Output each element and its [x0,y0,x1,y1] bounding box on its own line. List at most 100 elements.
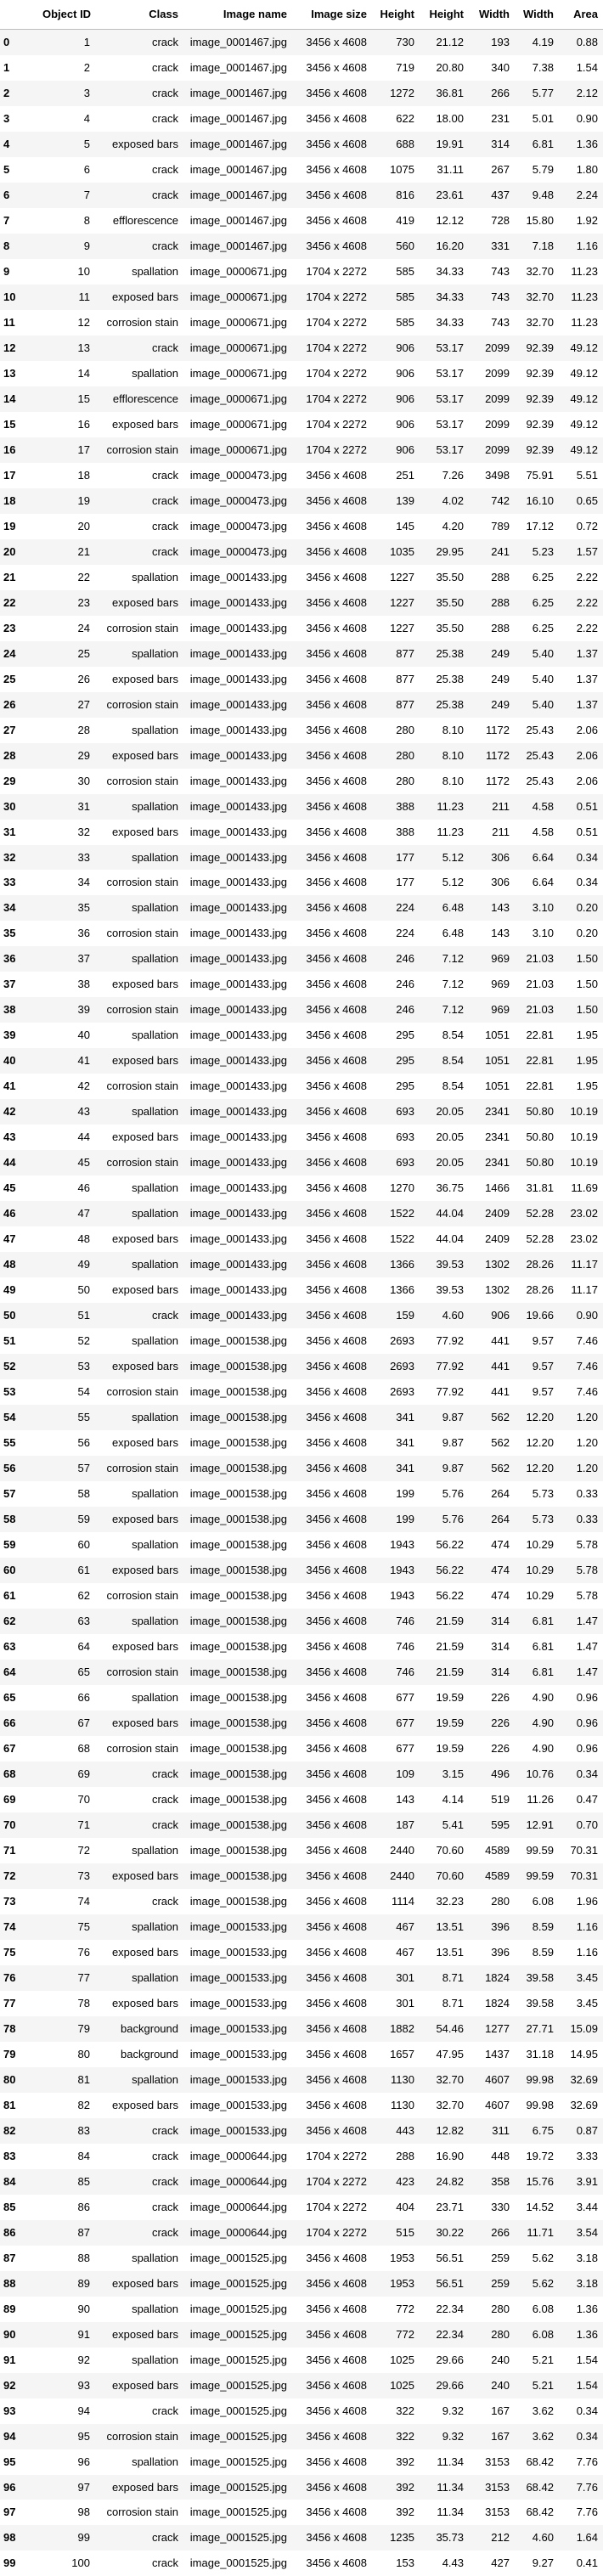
cell-image-name: image_0001525.jpg [183,2398,292,2424]
cell-image-name: image_0001533.jpg [183,1990,292,2016]
cell-image-name: image_0001538.jpg [183,1710,292,1736]
cell-object-id: 94 [37,2398,95,2424]
cell-width-pct: 5.21 [515,2347,559,2373]
table-row: 19 20 crack image_0000473.jpg 3456 x 4608 145… [0,513,603,539]
cell-class: exposed bars [95,1990,183,2016]
cell-area: 1.54 [559,2372,603,2398]
cell-width-px: 969 [469,946,515,972]
cell-image-size: 3456 x 4608 [292,462,372,488]
cell-area: 1.54 [559,2347,603,2373]
cell-object-id: 16 [37,411,95,437]
row-index: 32 [0,844,37,871]
cell-image-name: image_0001433.jpg [183,1303,292,1329]
column-header-image-name: Image name [183,0,292,30]
cell-object-id: 24 [37,615,95,641]
cell-object-id: 79 [37,2015,95,2042]
cell-area: 1.16 [559,1939,603,1965]
table-row: 99 100 crack image_0001525.jpg 3456 x 4608 15… [0,2551,603,2576]
cell-height-px: 1943 [372,1558,420,1584]
cell-height-pct: 9.87 [420,1430,469,1457]
cell-area: 0.34 [559,1761,603,1787]
row-index: 26 [0,691,37,718]
cell-width-px: 2099 [469,335,515,361]
cell-image-name: image_0001433.jpg [183,1150,292,1176]
cell-class: corrosion stain [95,1074,183,1100]
cell-width-pct: 52.28 [515,1226,559,1253]
row-index: 39 [0,1023,37,1049]
cell-width-px: 396 [469,1914,515,1940]
cell-width-pct: 39.58 [515,1990,559,2016]
cell-object-id: 68 [37,1735,95,1761]
cell-width-pct: 99.59 [515,1837,559,1863]
cell-image-size: 3456 x 4608 [292,54,372,81]
cell-width-px: 562 [469,1430,515,1457]
table-row: 72 73 exposed bars image_0001538.jpg 3456 x … [0,1863,603,1889]
cell-class: spallation [95,793,183,820]
cell-height-pct: 29.66 [420,2347,469,2373]
cell-height-pct: 16.90 [420,2143,469,2169]
cell-image-size: 3456 x 4608 [292,2423,372,2449]
cell-height-px: 199 [372,1507,420,1533]
table-row: 61 62 corrosion stain image_0001538.jpg 3456… [0,1583,603,1609]
table-row: 76 77 spallation image_0001533.jpg 3456 x 46… [0,1964,603,1991]
cell-width-px: 437 [469,182,515,208]
cell-image-name: image_0000473.jpg [183,538,292,565]
row-index: 3 [0,105,37,132]
row-index: 23 [0,615,37,641]
cell-class: corrosion stain [95,2500,183,2526]
cell-height-px: 392 [372,2474,420,2500]
cell-object-id: 78 [37,1990,95,2016]
cell-height-px: 246 [372,997,420,1023]
cell-image-size: 3456 x 4608 [292,131,372,157]
cell-height-pct: 11.34 [420,2474,469,2500]
table-row: 0 1 crack image_0001467.jpg 3456 x 4608 730 21… [0,29,603,55]
cell-object-id: 72 [37,1837,95,1863]
cell-image-size: 3456 x 4608 [292,870,372,896]
cell-height-pct: 32.23 [420,1888,469,1914]
cell-width-pct: 7.38 [515,54,559,81]
cell-image-size: 1704 x 2272 [292,2168,372,2195]
cell-image-size: 3456 x 4608 [292,946,372,972]
cell-area: 1.36 [559,131,603,157]
cell-image-size: 3456 x 4608 [292,2525,372,2551]
table-row: 14 15 efflorescence image_0000671.jpg 1704 x… [0,386,603,412]
cell-height-px: 877 [372,691,420,718]
cell-class: exposed bars [95,411,183,437]
cell-height-px: 2693 [372,1379,420,1406]
cell-image-size: 3456 x 4608 [292,615,372,641]
cell-image-name: image_0001433.jpg [183,1226,292,1253]
row-index: 38 [0,997,37,1023]
cell-width-pct: 92.39 [515,411,559,437]
table-row: 79 80 background image_0001533.jpg 3456 x 46… [0,2041,603,2067]
cell-height-pct: 77.92 [420,1354,469,1380]
cell-area: 0.51 [559,819,603,845]
row-index: 16 [0,437,37,463]
table-row: 96 97 exposed bars image_0001525.jpg 3456 x … [0,2474,603,2500]
cell-area: 1.64 [559,2525,603,2551]
cell-class: crack [95,1812,183,1838]
cell-height-pct: 11.34 [420,2500,469,2526]
table-row: 49 50 exposed bars image_0001433.jpg 3456 x … [0,1277,603,1304]
row-index: 7 [0,207,37,234]
column-header-width-px: Width [469,0,515,30]
cell-height-pct: 24.82 [420,2168,469,2195]
row-index: 59 [0,1532,37,1559]
table-row: 31 32 exposed bars image_0001433.jpg 3456 x … [0,819,603,845]
cell-width-pct: 3.62 [515,2398,559,2424]
row-index: 98 [0,2525,37,2551]
cell-width-px: 474 [469,1583,515,1609]
cell-height-px: 1882 [372,2015,420,2042]
cell-class: crack [95,29,183,55]
cell-object-id: 57 [37,1456,95,1482]
cell-image-size: 3456 x 4608 [292,1507,372,1533]
cell-width-px: 143 [469,895,515,922]
cell-class: corrosion stain [95,870,183,896]
cell-height-pct: 22.34 [420,2296,469,2322]
cell-object-id: 52 [37,1328,95,1355]
cell-object-id: 96 [37,2449,95,2475]
cell-class: exposed bars [95,972,183,998]
cell-height-pct: 18.00 [420,105,469,132]
cell-width-px: 314 [469,1660,515,1685]
cell-width-pct: 14.52 [515,2194,559,2220]
cell-class: crack [95,2168,183,2195]
